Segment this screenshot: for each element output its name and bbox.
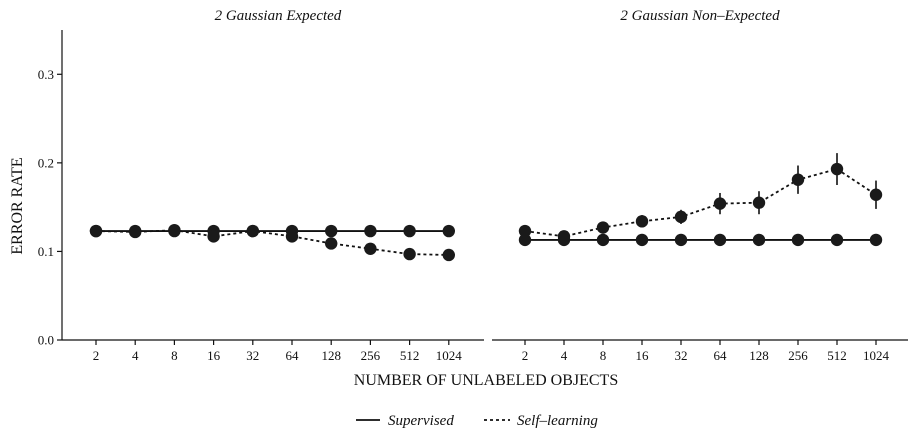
series-line-self-learning: [95, 229, 449, 256]
point-self-learning: [168, 223, 181, 237]
point-supervised: [403, 224, 416, 238]
x-axis-title: NUMBER OF UNLABELED OBJECTS: [354, 372, 618, 389]
point-supervised: [752, 233, 766, 247]
point-supervised: [713, 233, 727, 247]
x-tick-label: 128: [321, 348, 341, 363]
x-tick-label: 16: [636, 348, 650, 363]
point-supervised: [596, 233, 610, 247]
point-self-learning: [246, 224, 259, 238]
point-supervised: [325, 224, 338, 238]
point-self-learning: [752, 196, 766, 209]
x-tick-label: 2: [93, 348, 100, 363]
point-self-learning: [518, 224, 532, 238]
x-tick-label: 8: [171, 348, 178, 363]
point-supervised: [364, 224, 377, 238]
x-tick-label: 64: [714, 348, 728, 363]
y-tick-label: 0.0: [38, 333, 54, 348]
legend: Supervised Self–learning: [356, 413, 598, 429]
point-supervised: [674, 233, 688, 247]
point-self-learning: [442, 248, 455, 262]
point-supervised: [791, 233, 805, 247]
x-tick-label: 512: [827, 348, 847, 363]
x-tick-label: 32: [246, 348, 259, 363]
point-supervised: [442, 224, 455, 238]
x-tick-label: 1024: [436, 348, 463, 363]
x-tick-label: 2: [522, 348, 529, 363]
x-tick-label: 4: [561, 348, 568, 363]
point-supervised: [518, 233, 532, 247]
x-tick-label: 512: [400, 348, 420, 363]
x-tick-label: 64: [286, 348, 300, 363]
y-tick-label: 0.1: [38, 244, 54, 259]
panel-title-non-expected: 2 Gaussian Non–Expected: [620, 8, 780, 24]
point-self-learning: [713, 197, 727, 210]
x-tick-label: 8: [600, 348, 607, 363]
x-tick-label: 256: [361, 348, 381, 363]
panel-2: 2 4 8 16 32 64 128 256 512 1024: [492, 153, 908, 363]
x-tick-label: 4: [132, 348, 139, 363]
point-self-learning: [403, 247, 416, 261]
point-self-learning: [674, 210, 688, 224]
x-tick-label: 1024: [863, 348, 890, 363]
y-axis-title: ERROR RATE: [9, 157, 26, 254]
point-self-learning: [596, 221, 610, 234]
point-self-learning: [325, 237, 338, 250]
panel-1: 0.0 0.1 0.2 0.3 2 4 8 16 32 64 128 256 512 1024: [38, 30, 484, 363]
point-self-learning: [89, 224, 103, 238]
x-tick-label: 32: [675, 348, 688, 363]
point-self-learning: [869, 188, 883, 201]
panels-layer: 0.0 0.1 0.2 0.3 2 4 8 16 32 64 128 256 512 1024 2 4 8 16 3…: [38, 30, 908, 363]
panel-title-expected: 2 Gaussian Expected: [215, 8, 342, 24]
point-self-learning: [207, 230, 220, 243]
point-self-learning: [285, 230, 299, 243]
point-self-learning: [635, 215, 649, 228]
point-self-learning: [129, 225, 142, 239]
point-self-learning: [791, 173, 805, 186]
legend-label-supervised: Supervised: [388, 413, 454, 429]
x-tick-label: 16: [207, 348, 221, 363]
point-self-learning: [364, 242, 377, 255]
point-self-learning: [830, 162, 844, 176]
legend-label-self-learning: Self–learning: [517, 413, 598, 429]
point-supervised: [635, 233, 649, 247]
y-tick-label: 0.3: [38, 67, 54, 82]
point-supervised: [869, 233, 883, 247]
point-self-learning: [557, 230, 571, 243]
x-tick-label: 128: [749, 348, 769, 363]
series-line-self-learning: [524, 168, 877, 238]
point-supervised: [830, 233, 844, 247]
y-tick-label: 0.2: [38, 155, 54, 170]
x-tick-label: 256: [788, 348, 808, 363]
